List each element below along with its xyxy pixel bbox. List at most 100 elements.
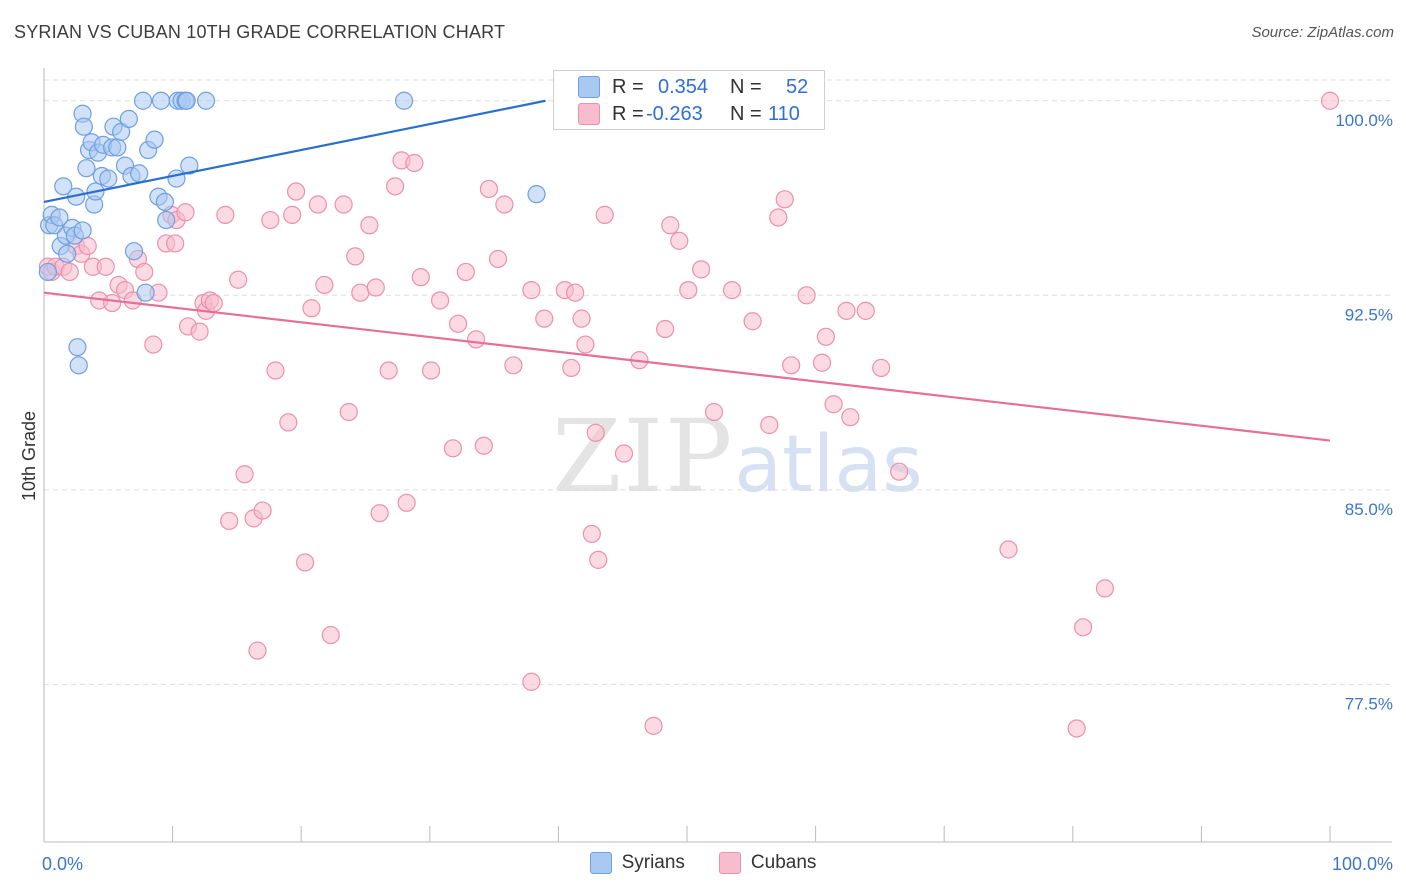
syrian-point (108, 138, 127, 157)
cuban-point (1320, 91, 1340, 110)
watermark-atlas: atlas (734, 420, 923, 510)
cuban-n-label: N = (730, 102, 762, 125)
legend-item-cubans[interactable]: Cubans (718, 852, 817, 874)
y-tick-label: 77.5% (1345, 694, 1393, 713)
cuban-point (586, 423, 605, 442)
cuban-point (1073, 618, 1093, 637)
cuban-point (479, 179, 499, 199)
syrian-point (50, 208, 69, 227)
cuban-point (286, 182, 306, 201)
cuban-swatch (578, 103, 600, 125)
grid-layer (44, 79, 1392, 685)
cuban-point (595, 205, 614, 224)
cuban-point (999, 540, 1018, 559)
syrian-point (54, 177, 73, 196)
cuban-point (411, 268, 430, 287)
syrian-point (133, 91, 153, 110)
cuban-point (644, 716, 663, 735)
cuban-r-label: R = (612, 102, 644, 125)
legend-syrians-label: Syrians (621, 852, 685, 873)
cuban-point (572, 309, 591, 328)
cuban-point (248, 641, 267, 660)
cuban-point (566, 283, 585, 302)
syrian-point (155, 192, 174, 212)
cuban-point (504, 356, 523, 375)
cuban-point (302, 299, 321, 318)
cuban-point (204, 293, 223, 313)
y-tick-label: 100.0% (1335, 111, 1393, 130)
cuban-point (229, 270, 248, 289)
cuban-point (522, 281, 541, 300)
cuban-point (679, 281, 698, 300)
source-label: Source: ZipAtlas.com (1251, 24, 1394, 41)
syrian-r-label: R = (612, 75, 644, 98)
cuban-point (279, 413, 298, 432)
cuban-point (837, 301, 856, 320)
chart-title: SYRIAN VS CUBAN 10TH GRADE CORRELATION C… (14, 22, 506, 42)
y-tick-label: 92.5% (1345, 305, 1393, 324)
cuban-point (339, 402, 358, 422)
syrian-point (99, 169, 118, 188)
cuban-point (216, 205, 235, 224)
cuban-point (872, 358, 891, 378)
y-tick-label: 85.0% (1345, 500, 1393, 519)
syrian-point (73, 221, 92, 240)
cuban-point (166, 234, 185, 253)
cuban-point (535, 309, 554, 328)
cuban-point (562, 358, 581, 378)
cuban-point (379, 361, 398, 380)
syrian-n-value: 52 (786, 75, 809, 98)
syrian-n-label: N = (730, 75, 762, 98)
cuban-point (295, 553, 315, 572)
legend-cubans-swatch (718, 852, 741, 874)
cuban-point (522, 672, 541, 691)
cuban-point (144, 335, 163, 354)
cuban-point (692, 260, 711, 279)
syrian-point (136, 283, 155, 302)
cuban-point (135, 262, 154, 282)
cuban-point (576, 335, 595, 354)
cuban-point (176, 203, 195, 222)
cuban-point (816, 327, 835, 346)
cuban-point (775, 190, 794, 209)
cuban-point (266, 361, 285, 380)
syrian-trendline (43, 99, 546, 203)
syrian-point (145, 130, 164, 149)
cuban-point (334, 195, 353, 214)
legend-cubans-label: Cubans (750, 852, 817, 873)
syrian-swatch (578, 76, 600, 98)
points-layer (38, 91, 1340, 738)
cuban-point (670, 231, 689, 250)
cuban-point (495, 195, 514, 214)
cuban-point (589, 550, 608, 569)
cuban-point (370, 504, 389, 523)
cuban-point (661, 216, 680, 235)
cuban-point (430, 291, 450, 310)
syrian-point (157, 210, 176, 230)
cuban-point (812, 353, 832, 372)
cuban-point (466, 330, 486, 349)
syrian-point (124, 242, 144, 261)
cuban-point (656, 319, 675, 339)
legend-syrians-swatch (589, 852, 612, 874)
cuban-point (190, 322, 209, 341)
legend-item-syrians[interactable]: Syrians (589, 852, 685, 874)
cuban-point (824, 395, 843, 414)
cuban-point (448, 314, 468, 333)
x-tick-label-min: 0.0% (42, 854, 83, 874)
syrian-point (177, 91, 196, 110)
cuban-point (722, 281, 742, 300)
cuban-trendline (43, 291, 1331, 442)
syrian-point (58, 244, 77, 263)
axes-layer (43, 68, 1392, 843)
cuban-point (769, 208, 788, 227)
cuban-point (315, 275, 334, 295)
syrian-point (394, 91, 414, 110)
cuban-point (346, 247, 365, 266)
syrian-point (69, 356, 88, 375)
cuban-point (856, 301, 875, 320)
syrian-point (119, 109, 138, 129)
cuban-point (405, 153, 424, 173)
cuban-point (321, 625, 340, 645)
cuban-point (253, 501, 272, 520)
